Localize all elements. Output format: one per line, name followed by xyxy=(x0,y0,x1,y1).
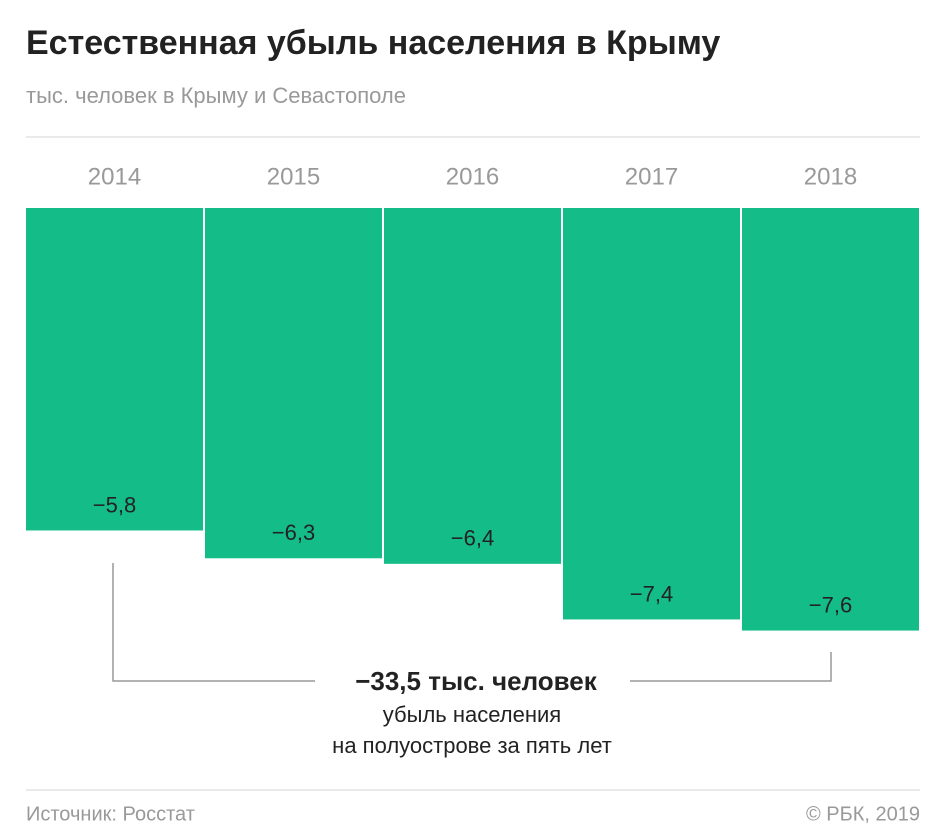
x-tick-label: 2018 xyxy=(804,163,857,190)
annotation-text: убыль населения xyxy=(383,702,561,727)
source: Источник: Росстат xyxy=(26,803,195,825)
bracket-right xyxy=(630,652,832,682)
bar xyxy=(742,208,919,631)
value-label: −7,6 xyxy=(809,592,852,617)
chart-subtitle: тыс. человек в Крыму и Севастополе xyxy=(26,83,406,108)
x-tick-label: 2015 xyxy=(267,163,320,190)
value-label: −6,4 xyxy=(451,526,494,551)
credit: © РБК, 2019 xyxy=(806,803,920,825)
annotation-headline: −33,5 тыс. человек xyxy=(355,666,598,696)
bar xyxy=(26,208,203,531)
value-label: −7,4 xyxy=(630,581,673,606)
value-label: −6,3 xyxy=(272,520,315,545)
bar xyxy=(384,208,561,564)
x-tick-label: 2016 xyxy=(446,163,499,190)
bracket-left xyxy=(112,563,315,682)
bar xyxy=(563,208,740,620)
chart-title: Естественная убыль населения в Крыму xyxy=(26,24,720,62)
bar xyxy=(205,208,382,559)
x-tick-label: 2017 xyxy=(625,163,678,190)
value-label: −5,8 xyxy=(93,492,136,517)
annotation-text: на полуострове за пять лет xyxy=(332,733,612,758)
x-tick-label: 2014 xyxy=(88,163,141,190)
